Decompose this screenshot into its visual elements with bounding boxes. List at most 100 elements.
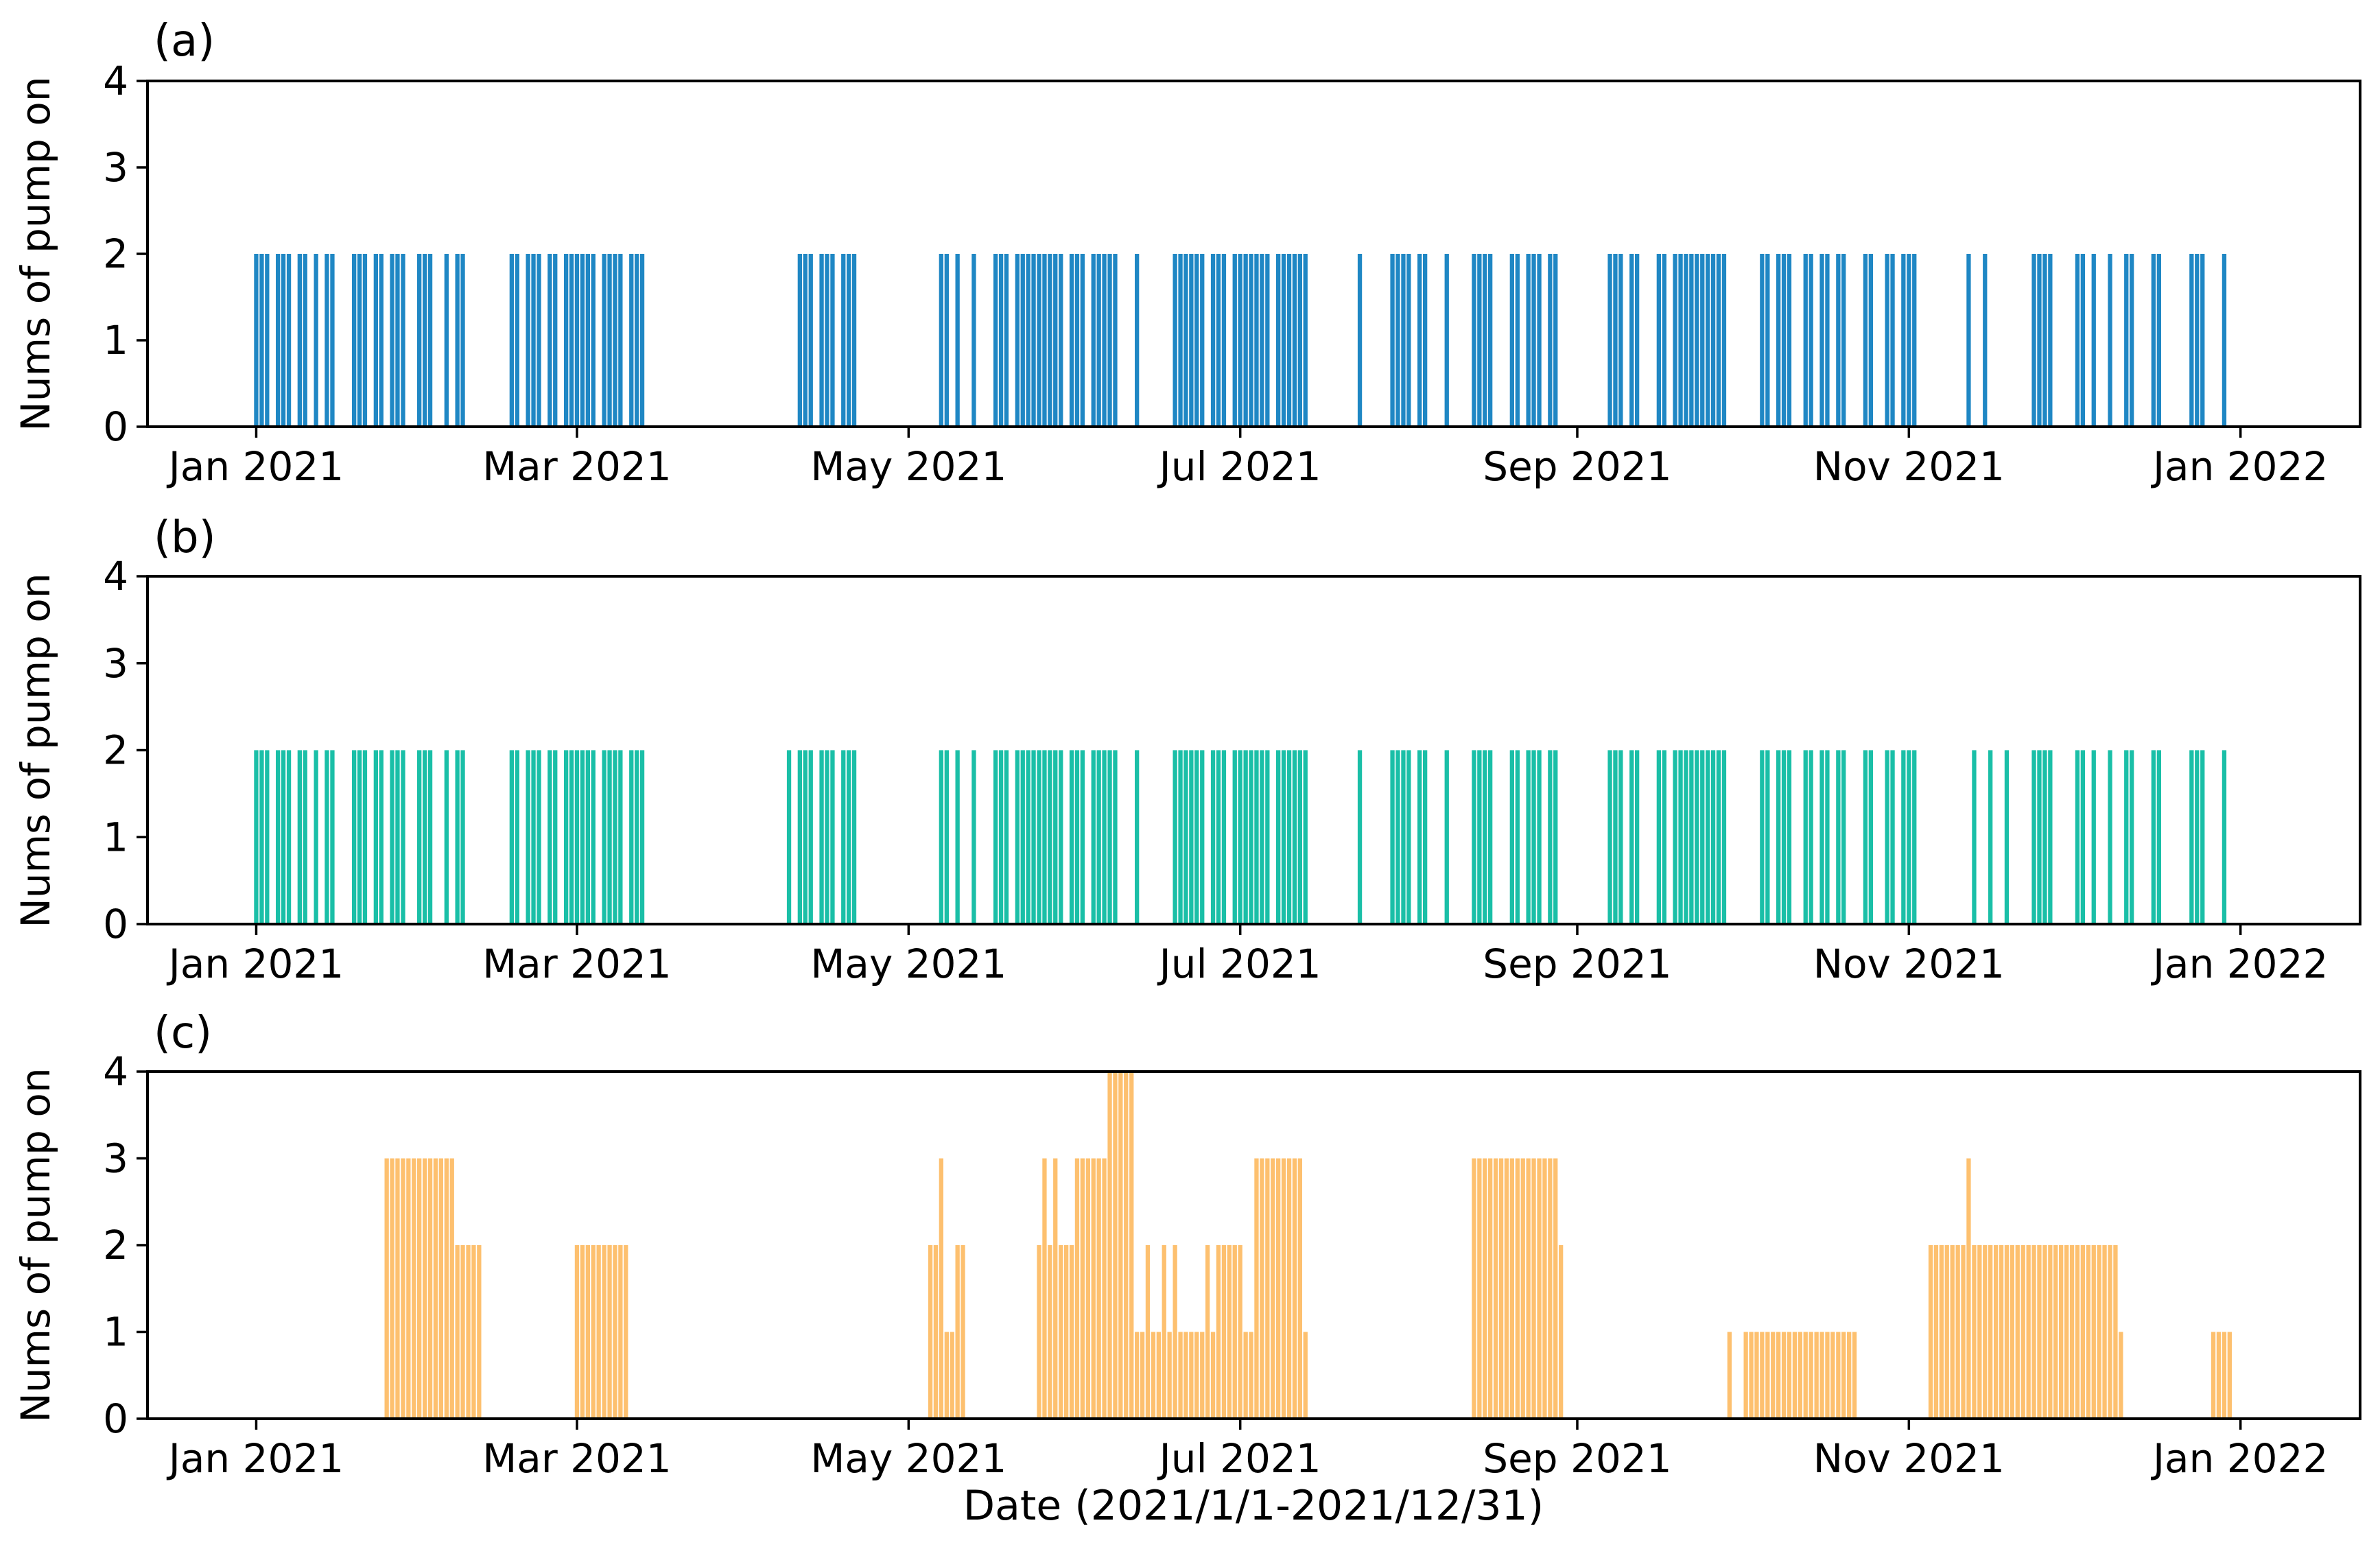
- bar: [1417, 254, 1422, 427]
- bar: [1483, 1158, 1487, 1419]
- bar: [1221, 750, 1227, 924]
- bar: [1194, 750, 1199, 924]
- bar: [1754, 1332, 1759, 1419]
- bar: [1183, 1332, 1188, 1419]
- bar: [1276, 1158, 1281, 1419]
- bar: [955, 1245, 960, 1419]
- bar: [1852, 1332, 1857, 1419]
- bar: [1553, 750, 1558, 924]
- bar: [1830, 1332, 1835, 1419]
- panel-b-label: (b): [154, 512, 216, 563]
- bar: [1135, 750, 1140, 924]
- bar: [1477, 254, 1482, 427]
- bar: [1684, 750, 1688, 924]
- bar: [1515, 1158, 1520, 1419]
- bar: [276, 254, 281, 427]
- bar: [1162, 1245, 1166, 1419]
- bar: [1238, 1245, 1242, 1419]
- bar: [1537, 1158, 1542, 1419]
- bar: [1559, 1245, 1564, 1419]
- bar: [1292, 1158, 1297, 1419]
- bar: [330, 254, 335, 427]
- bar: [1281, 254, 1286, 427]
- bar: [2091, 254, 2096, 427]
- bar: [1292, 750, 1297, 924]
- bar: [1074, 1158, 1080, 1419]
- bar: [607, 750, 612, 924]
- x-tick-label: May 2021: [810, 941, 1006, 987]
- bar: [1297, 254, 1302, 427]
- bar: [438, 1158, 443, 1419]
- bar: [2026, 1245, 2031, 1419]
- bar: [629, 254, 634, 427]
- bar: [1885, 750, 1889, 924]
- bar: [1656, 750, 1661, 924]
- bar: [1803, 254, 1808, 427]
- bar: [618, 1245, 623, 1419]
- bar: [939, 1158, 943, 1419]
- bar: [460, 750, 465, 924]
- bar: [1743, 1332, 1748, 1419]
- bar: [2080, 1245, 2085, 1419]
- bar: [1787, 254, 1792, 427]
- bar: [2031, 254, 2036, 427]
- bar: [591, 254, 596, 427]
- bar: [1216, 254, 1221, 427]
- bar: [1890, 254, 1895, 427]
- bar: [830, 750, 835, 924]
- bar: [1297, 750, 1302, 924]
- bar: [2042, 750, 2047, 924]
- bar: [423, 1158, 427, 1419]
- bar: [2075, 1245, 2080, 1419]
- bar: [444, 1158, 449, 1419]
- bar: [1390, 254, 1395, 427]
- bar: [427, 254, 433, 427]
- bar: [1444, 750, 1449, 924]
- bar: [1771, 1332, 1776, 1419]
- bar: [2119, 1332, 2123, 1419]
- bar: [1238, 750, 1242, 924]
- bar: [797, 750, 802, 924]
- bar: [1781, 750, 1787, 924]
- bar: [1042, 750, 1047, 924]
- bar: [2108, 1245, 2112, 1419]
- bar: [254, 750, 259, 924]
- bar: [1983, 254, 1988, 427]
- bar: [1662, 254, 1666, 427]
- bar: [639, 254, 645, 427]
- bar: [1999, 1245, 2004, 1419]
- bar: [1710, 750, 1716, 924]
- bar: [1232, 750, 1237, 924]
- bar: [1145, 1245, 1151, 1419]
- bar: [1515, 750, 1520, 924]
- bar: [624, 1245, 628, 1419]
- bar: [286, 750, 292, 924]
- bar: [825, 254, 829, 427]
- y-tick-label: 0: [103, 901, 128, 947]
- bar: [1928, 1245, 1933, 1419]
- bar: [1395, 254, 1400, 427]
- bar: [1401, 750, 1406, 924]
- bar: [635, 254, 639, 427]
- bar: [417, 1158, 422, 1419]
- bar: [1885, 254, 1889, 427]
- x-tick-label: Nov 2021: [1813, 1435, 2005, 1482]
- bar: [1129, 1072, 1134, 1419]
- bar: [2069, 1245, 2075, 1419]
- bar: [1004, 254, 1009, 427]
- x-tick-label: Nov 2021: [1813, 941, 2005, 987]
- bar: [515, 750, 519, 924]
- bar: [1977, 1245, 1982, 1419]
- bar: [1819, 750, 1824, 924]
- bar: [1401, 254, 1406, 427]
- bar: [515, 254, 519, 427]
- bar: [2211, 1332, 2216, 1419]
- bar: [2048, 1245, 2053, 1419]
- bar: [1972, 1245, 1977, 1419]
- bar: [819, 750, 824, 924]
- bar: [1151, 1332, 1156, 1419]
- bar: [786, 750, 792, 924]
- bar: [1662, 750, 1666, 924]
- bar: [618, 254, 623, 427]
- bar: [602, 254, 606, 427]
